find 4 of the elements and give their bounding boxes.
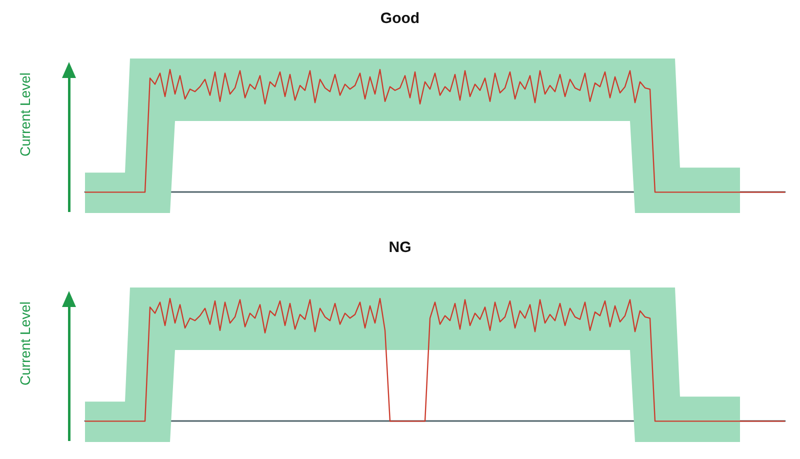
y-axis-title: Current Level bbox=[17, 301, 33, 386]
chart-title: NG bbox=[388, 239, 412, 256]
y-axis-title: Current Level bbox=[17, 72, 33, 157]
chart-title: Good bbox=[380, 10, 420, 27]
